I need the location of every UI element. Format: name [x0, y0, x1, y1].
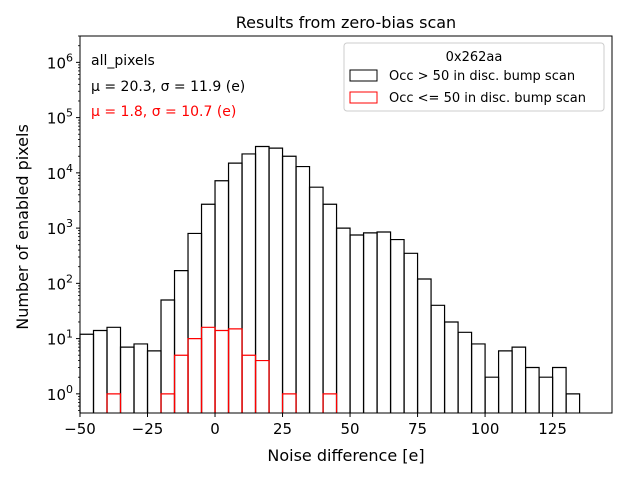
histogram-bin: [281, 155, 297, 413]
histogram-bin: [160, 393, 176, 413]
stats-series1: μ = 20.3, σ = 11.9 (e): [91, 79, 245, 95]
y-axis: 100 101 102 103 104 105 106: [47, 35, 80, 411]
legend-frame: [343, 42, 605, 112]
legend-swatch-series2: [349, 91, 378, 104]
series-1: [79, 145, 581, 413]
legend: 0x262aa Occ > 50 in disc. bump scan Occ …: [343, 42, 605, 112]
histogram-bin: [173, 354, 189, 413]
x-tick-label: 100: [471, 420, 500, 438]
histogram-bin: [241, 153, 257, 413]
histogram-bin: [416, 278, 432, 413]
histogram-bin: [79, 333, 95, 413]
histogram-bin: [443, 321, 459, 413]
histogram-bin: [160, 299, 176, 413]
series-2: [106, 326, 338, 413]
histogram-bin: [214, 329, 230, 413]
histogram-bin: [200, 326, 216, 413]
histogram-bin: [241, 354, 257, 413]
histogram-bin: [295, 165, 311, 413]
histogram-bin: [281, 393, 297, 413]
legend-label-series2: Occ <= 50 in disc. bump scan: [389, 91, 586, 106]
y-tick-label: 101: [47, 328, 73, 349]
chart-title: Results from zero-bias scan: [236, 13, 456, 32]
x-axis: −50 −25 0 25 50 75 100 125: [64, 413, 567, 438]
histogram-bin: [322, 393, 338, 413]
histogram-bin: [403, 252, 419, 413]
y-axis-label: Number of enabled pixels: [13, 124, 32, 330]
histogram-bin: [551, 366, 567, 413]
histogram-bin: [565, 393, 581, 413]
histogram-bin: [538, 376, 554, 413]
y-tick-label: 102: [47, 272, 73, 293]
histogram-bin: [457, 331, 473, 413]
histogram-bin: [254, 359, 270, 413]
histogram-bin: [470, 343, 486, 413]
legend-swatch-series1: [349, 69, 378, 82]
histogram-bin: [214, 180, 230, 413]
histogram-bin: [227, 162, 243, 413]
histogram-bin: [106, 326, 122, 413]
y-tick-label: 100: [47, 383, 73, 404]
stats-series2: μ = 1.8, σ = 10.7 (e): [91, 104, 236, 120]
plot-area: [79, 145, 581, 413]
x-tick-label: 0: [210, 420, 220, 438]
histogram-bin: [254, 145, 270, 413]
histogram-bin: [187, 232, 203, 413]
histogram-bin: [268, 147, 284, 413]
histogram-bin: [173, 270, 189, 413]
y-tick-label: 104: [47, 162, 73, 183]
histogram-bin: [92, 329, 108, 413]
histogram-bin: [335, 227, 351, 413]
histogram-bin: [362, 232, 378, 413]
histogram-bin: [511, 346, 527, 413]
histogram-bin: [349, 234, 365, 413]
x-axis-label: Noise difference [e]: [267, 446, 424, 465]
histogram-bin: [227, 328, 243, 413]
y-tick-label: 106: [47, 51, 73, 72]
histogram-bin: [106, 393, 122, 413]
histogram-bin: [430, 304, 446, 413]
histogram-bin: [376, 231, 392, 413]
y-tick-label: 105: [47, 107, 73, 128]
legend-title: 0x262aa: [446, 50, 503, 65]
y-tick-label: 103: [47, 217, 73, 238]
x-tick-label: −50: [64, 420, 96, 438]
legend-label-series1: Occ > 50 in disc. bump scan: [389, 69, 575, 84]
histogram-bin: [524, 366, 540, 413]
histogram-bin: [133, 343, 149, 413]
x-tick-label: 25: [273, 420, 292, 438]
histogram-bin: [389, 238, 405, 413]
plot-frame: [79, 35, 613, 414]
histogram-bin: [497, 350, 513, 413]
histogram-bin: [484, 376, 500, 413]
x-tick-label: −25: [132, 420, 164, 438]
x-tick-label: 125: [538, 420, 567, 438]
histogram-bin: [146, 350, 162, 413]
histogram-bin: [187, 337, 203, 413]
histogram-bin: [308, 186, 324, 413]
histogram-bin: [200, 203, 216, 413]
stats-label: all_pixels: [91, 53, 155, 69]
x-tick-label: 50: [341, 420, 360, 438]
histogram-bin: [322, 203, 338, 413]
histogram-bin: [119, 346, 135, 413]
x-tick-label: 75: [408, 420, 427, 438]
